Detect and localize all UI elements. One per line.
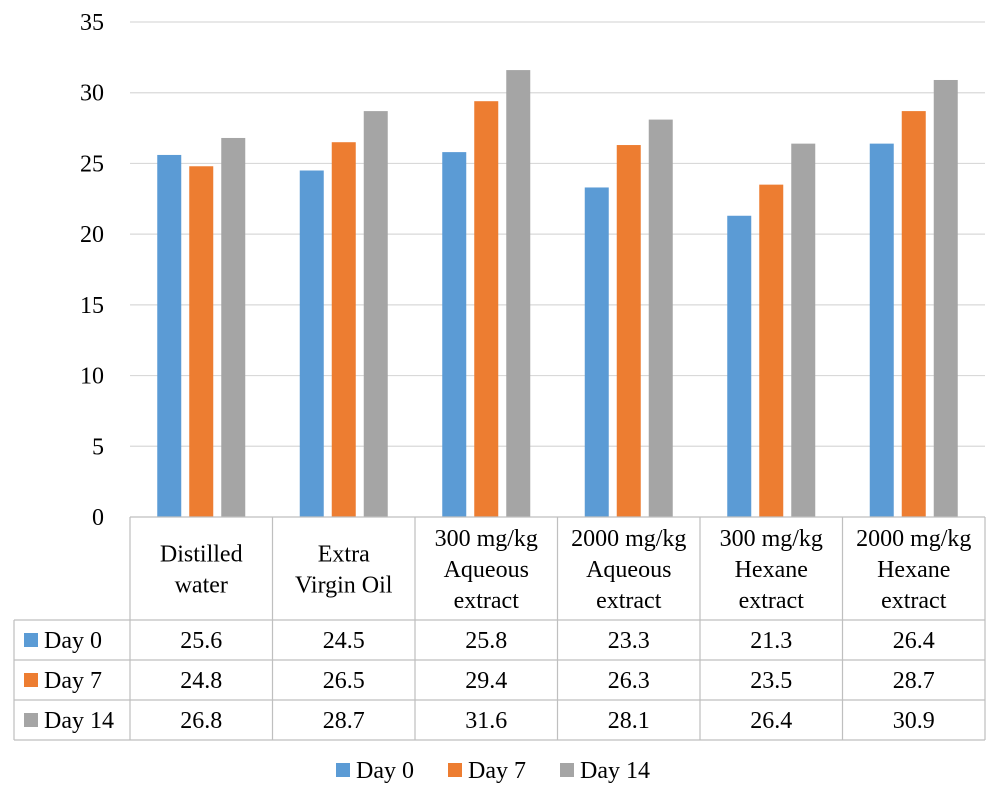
legend-label-day-0: Day 0 bbox=[356, 758, 414, 784]
bar-day-0-cat-3 bbox=[584, 187, 609, 517]
bar-day-14-cat-4 bbox=[791, 143, 816, 517]
table-cell-day-14-4: 26.4 bbox=[750, 708, 792, 734]
category-label-4: 300 mg/kg Hexane extract bbox=[720, 526, 823, 614]
y-tick-label-5: 5 bbox=[92, 434, 104, 460]
table-cell-day-0-2: 25.8 bbox=[465, 628, 507, 654]
table-cell-day-14-1: 28.7 bbox=[323, 708, 365, 734]
bar-day-7-cat-0 bbox=[189, 166, 214, 517]
gridlines bbox=[130, 21, 985, 447]
category-label-5: 2000 mg/kg Hexane extract bbox=[856, 526, 971, 614]
data-table: Distilled water Extra Virgin Oil 300 mg/kg Aq… bbox=[13, 516, 986, 741]
table-swatch-day-14 bbox=[24, 713, 38, 727]
category-label-2: 300 mg/kg Aqueous extract bbox=[435, 526, 538, 614]
table-cell-day-0-0: 25.6 bbox=[180, 628, 222, 654]
bar-day-7-cat-2 bbox=[474, 101, 499, 517]
bar-day-0-cat-0 bbox=[157, 154, 182, 517]
bar-day-0-cat-2 bbox=[442, 152, 467, 517]
table-cell-day-7-2: 29.4 bbox=[465, 668, 507, 694]
table-cell-day-0-5: 26.4 bbox=[893, 628, 935, 654]
legend-label-day-7: Day 7 bbox=[468, 758, 526, 784]
y-tick-label-20: 20 bbox=[80, 222, 104, 248]
table-cell-day-7-4: 23.5 bbox=[750, 668, 792, 694]
y-tick-label-30: 30 bbox=[80, 81, 104, 107]
bars bbox=[157, 70, 958, 518]
table-cell-day-7-3: 26.3 bbox=[608, 668, 650, 694]
table-row-label-day-0: Day 0 bbox=[44, 628, 102, 654]
bar-day-14-cat-1 bbox=[363, 111, 388, 517]
legend-swatch-day-0 bbox=[336, 763, 350, 777]
table-cell-day-7-1: 26.5 bbox=[323, 668, 365, 694]
y-tick-label-15: 15 bbox=[80, 293, 104, 319]
table-row-label-day-14: Day 14 bbox=[44, 708, 114, 734]
table-cell-day-7-5: 28.7 bbox=[893, 668, 935, 694]
y-tick-label-35: 35 bbox=[80, 10, 104, 36]
table-cell-day-0-1: 24.5 bbox=[323, 628, 365, 654]
table-cell-day-0-3: 23.3 bbox=[608, 628, 650, 654]
table-cell-day-7-0: 24.8 bbox=[180, 668, 222, 694]
y-tick-label-25: 25 bbox=[80, 151, 104, 177]
legend-swatch-day-7 bbox=[448, 763, 462, 777]
legend-label-day-14: Day 14 bbox=[580, 758, 650, 784]
table-swatch-day-0 bbox=[24, 633, 38, 647]
y-axis: 0 5 10 15 20 25 30 35 bbox=[80, 10, 104, 531]
bar-day-14-cat-0 bbox=[221, 137, 246, 517]
bar-day-0-cat-5 bbox=[869, 143, 894, 517]
bar-day-7-cat-1 bbox=[331, 142, 356, 517]
y-tick-label-10: 10 bbox=[80, 364, 104, 390]
table-cell-day-14-3: 28.1 bbox=[608, 708, 650, 734]
category-label-1: Extra Virgin Oil bbox=[295, 542, 393, 599]
bar-day-14-cat-5 bbox=[933, 79, 958, 517]
bar-day-0-cat-1 bbox=[299, 170, 324, 517]
bar-day-14-cat-2 bbox=[506, 70, 531, 517]
table-cell-day-14-5: 30.9 bbox=[893, 708, 935, 734]
bar-day-7-cat-4 bbox=[759, 184, 784, 517]
table-swatch-day-7 bbox=[24, 673, 38, 687]
y-tick-label-0: 0 bbox=[92, 505, 104, 531]
category-label-0: Distilled water bbox=[160, 542, 243, 599]
category-label-3: 2000 mg/kg Aqueous extract bbox=[571, 526, 686, 614]
legend-swatch-day-14 bbox=[560, 763, 574, 777]
bar-day-14-cat-3 bbox=[648, 119, 673, 517]
bar-day-7-cat-3 bbox=[616, 145, 641, 518]
bar-day-0-cat-4 bbox=[727, 215, 752, 517]
table-cell-day-14-0: 26.8 bbox=[180, 708, 222, 734]
table-cell-day-0-4: 21.3 bbox=[750, 628, 792, 654]
legend: Day 0 Day 7 Day 14 bbox=[336, 758, 650, 784]
bar-day-7-cat-5 bbox=[901, 111, 926, 517]
table-cell-day-14-2: 31.6 bbox=[465, 708, 507, 734]
table-row-label-day-7: Day 7 bbox=[44, 668, 102, 694]
